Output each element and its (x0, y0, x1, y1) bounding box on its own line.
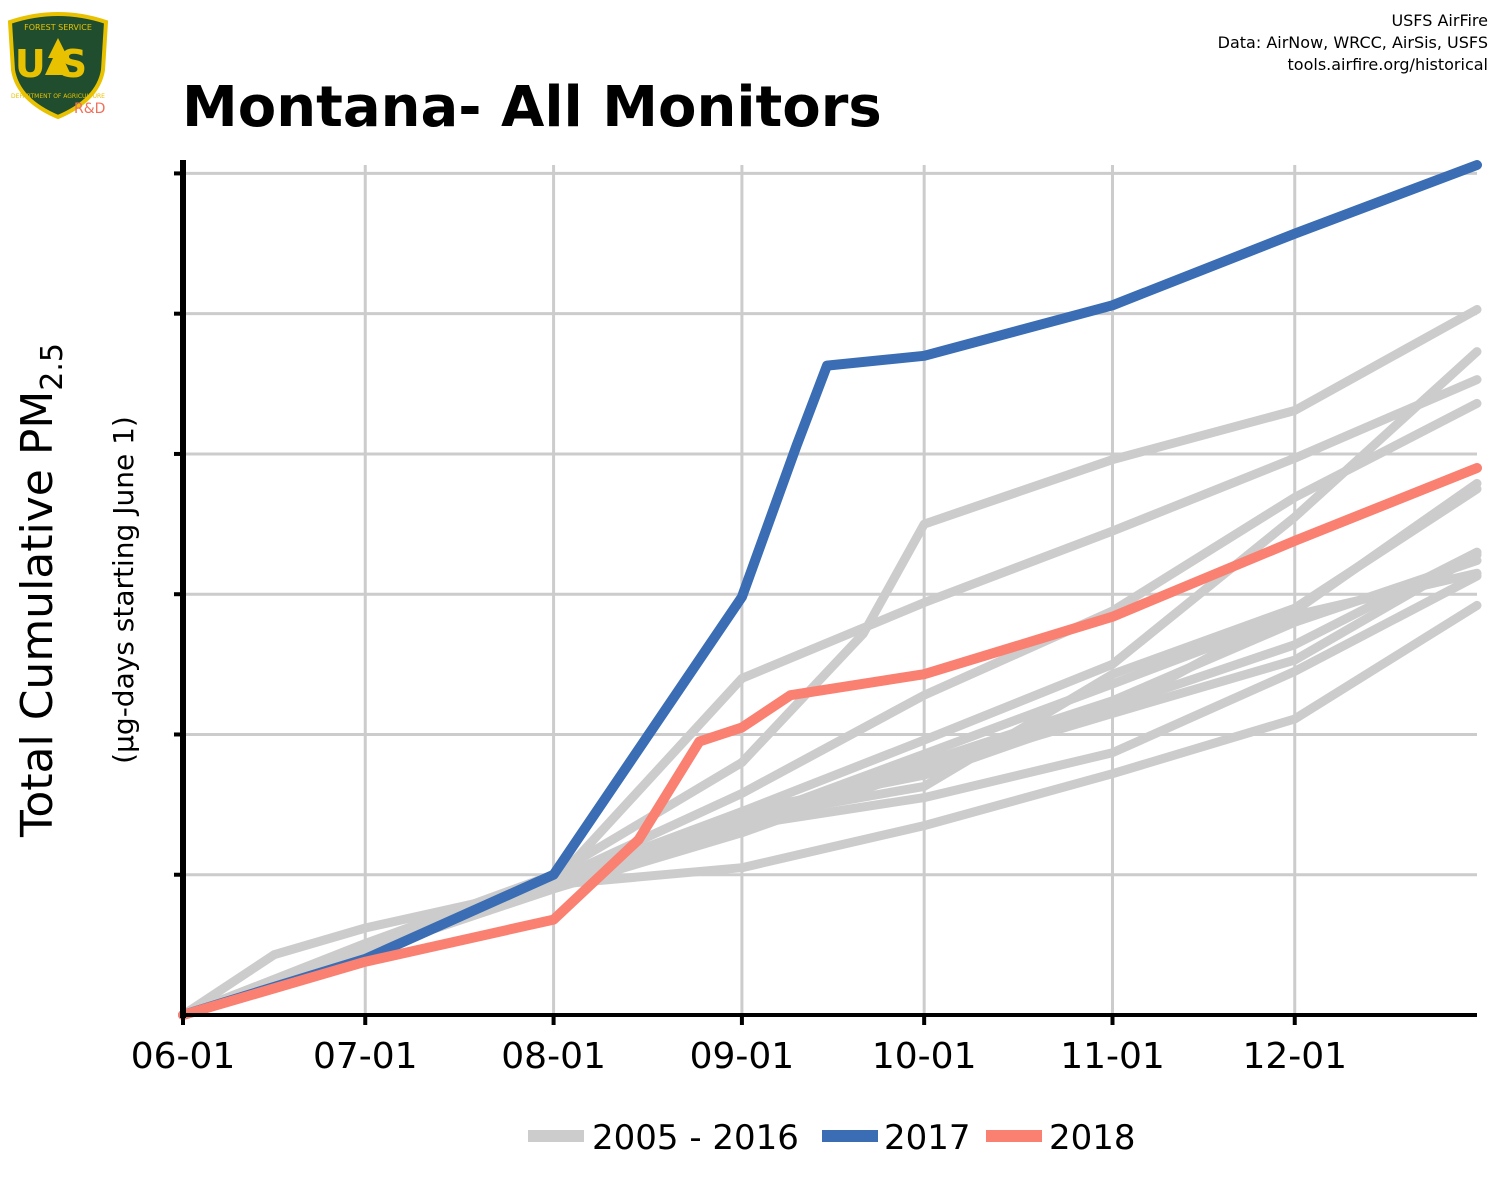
legend-label: 2018 (1049, 1118, 1136, 1158)
y-axis-note: (µg-days starting June 1) (107, 416, 140, 764)
x-tick-label: 06-01 (131, 1036, 236, 1077)
series-line-historical (178, 375, 1482, 1020)
logo-text-bottom: DEPARTMENT OF AGRICULTURE (11, 93, 105, 100)
credit-line-2: Data: AirNow, WRCC, AirSis, USFS (1218, 33, 1488, 52)
legend-label: 2005 - 2016 (592, 1118, 799, 1158)
x-tick-label: 11-01 (1060, 1036, 1165, 1077)
historical-series-group (178, 305, 1482, 1020)
chart-title: Montana- All Monitors (182, 75, 882, 140)
logo-rd-label: R&D (74, 101, 105, 117)
x-tick-label: 10-01 (872, 1036, 977, 1077)
legend: 2005 - 2016 2017 2018 (528, 1118, 1136, 1158)
usfs-shield-icon: FOREST SERVICE US DEPARTMENT OF AGRICULT… (7, 12, 109, 120)
grid (181, 165, 1477, 1015)
y-axis-label-sub: 2.5 (35, 343, 70, 391)
axes: 06-01 07-01 08-01 09-01 10-01 11-01 12-01 (131, 160, 1477, 1077)
y-axis-label-group: Total Cumulative PM2.5 (12, 343, 70, 838)
credit-line-1: USFS AirFire (1391, 11, 1488, 30)
series-line-2017 (178, 160, 1482, 1020)
series-line-2018 (178, 463, 1482, 1020)
x-tick-label: 08-01 (501, 1036, 606, 1077)
x-tick-label: 12-01 (1242, 1036, 1347, 1077)
credit-line-3: tools.airfire.org/historical (1288, 55, 1488, 74)
y-axis-label-main: Total Cumulative PM (12, 391, 63, 838)
legend-label: 2017 (884, 1118, 971, 1158)
highlight-series-group (178, 160, 1482, 1020)
series-line-historical (178, 347, 1482, 1020)
logo-text-top: FOREST SERVICE (24, 23, 92, 32)
x-tick-label: 09-01 (690, 1036, 795, 1077)
y-axis-label: Total Cumulative PM2.5 (12, 343, 70, 838)
x-tick-label: 07-01 (313, 1036, 418, 1077)
